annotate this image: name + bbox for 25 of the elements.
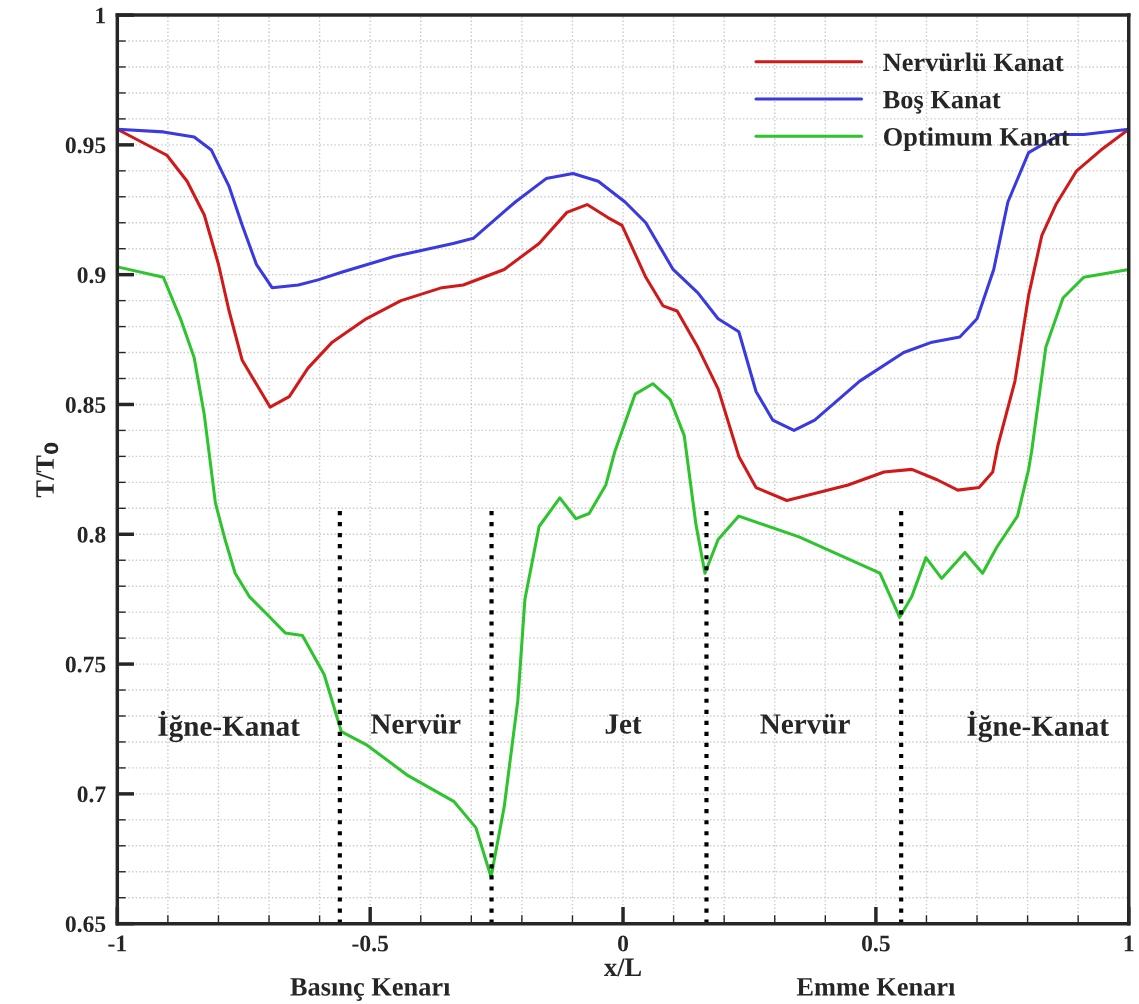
line-series	[117, 127, 1129, 432]
y-tick-label: 0.7	[77, 786, 106, 803]
y-tick-label: 0.65	[65, 916, 106, 933]
text: Basınç Kenarı	[290, 978, 451, 1001]
y-tick-label: 0.8	[77, 526, 106, 543]
annotation: İğne-Kanat	[967, 710, 1109, 743]
legend-label: Boş Kanat	[883, 90, 1001, 114]
x-tick-label: 0.5	[862, 935, 890, 952]
y-tick-label: 0.95	[65, 137, 106, 154]
y-tick-label: 0.9	[77, 267, 106, 284]
y-tick-label: 1	[96, 7, 105, 24]
text: Emme Kenarı	[796, 978, 956, 996]
x-tick-label: 1	[1124, 935, 1134, 952]
legend-label: Nervürlü Kanat	[883, 52, 1064, 72]
annotation: Jet	[605, 714, 642, 734]
annotation: İğne-Kanat	[158, 710, 300, 743]
y-tick-label: 0.85	[65, 396, 106, 413]
annotation: Nervür	[760, 714, 850, 734]
y-axis-title: T/T$_{0}$	[36, 442, 59, 498]
x-tick-label: 0	[618, 935, 629, 952]
x-tick-label: -1	[108, 935, 126, 952]
annotation: Nervür	[370, 714, 461, 734]
x-tick-label: -0.5	[352, 935, 388, 952]
x-axis-title: x/L	[604, 958, 641, 977]
y-tick-label: 0.75	[65, 656, 106, 673]
